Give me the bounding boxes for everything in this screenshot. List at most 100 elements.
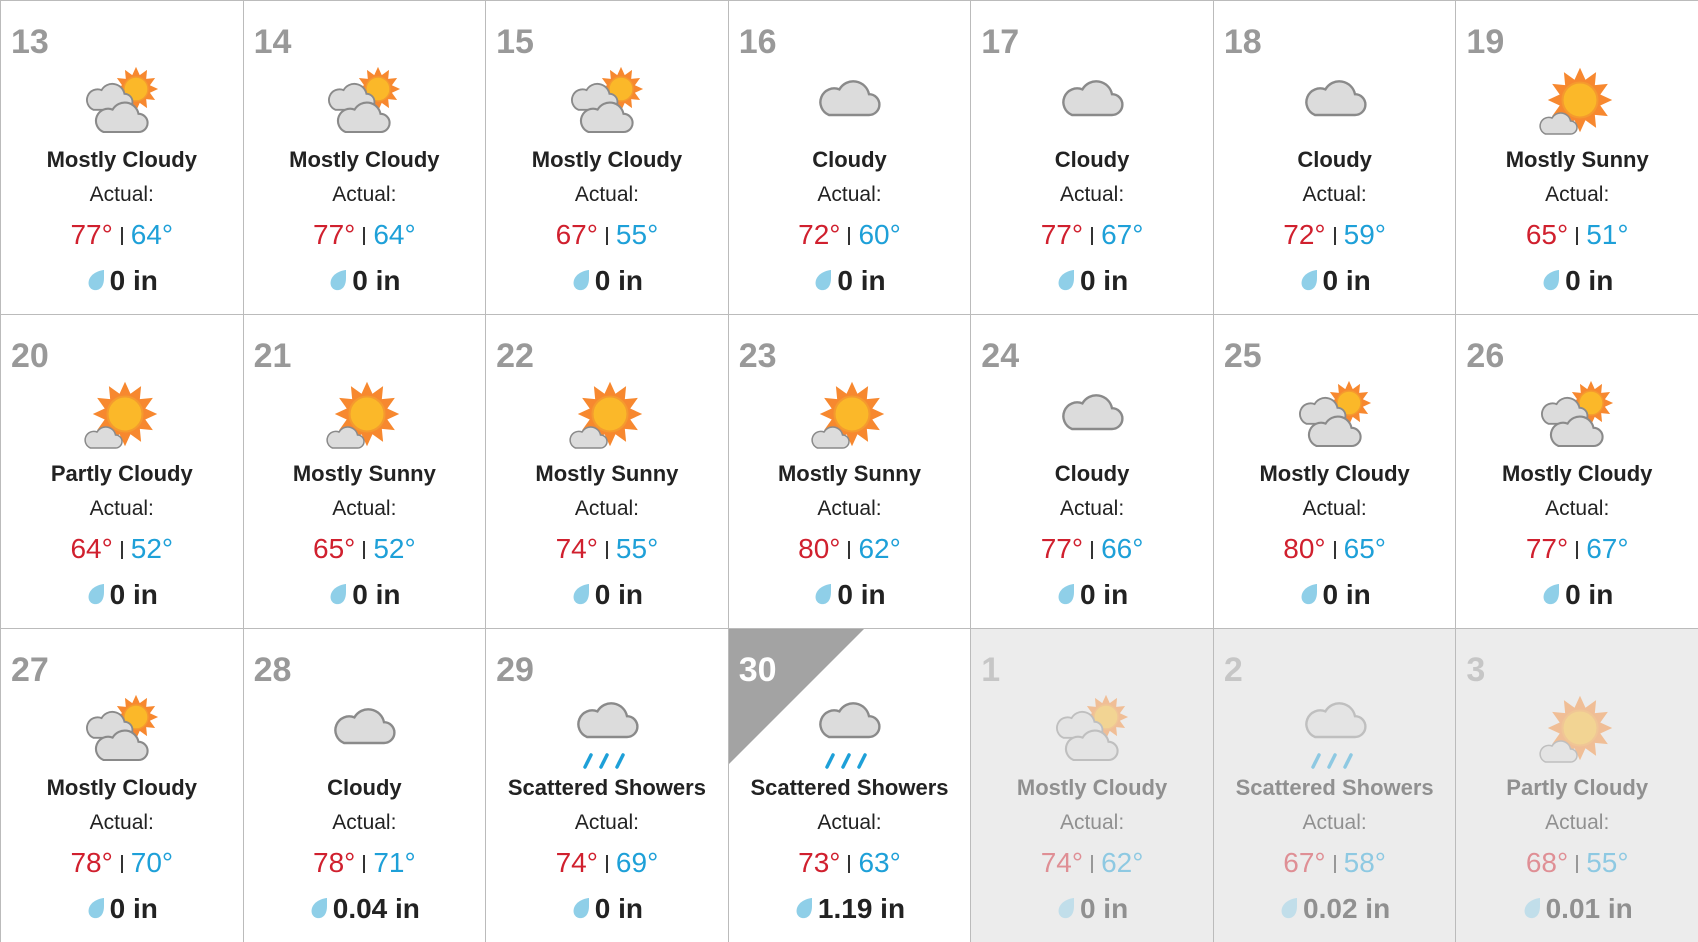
- high-temp: 67°: [555, 219, 598, 250]
- condition: Mostly Cloudy: [1016, 775, 1168, 800]
- separator: [1333, 541, 1336, 559]
- precip-value: 0 in: [1322, 579, 1371, 610]
- actual-label: Actual:: [574, 497, 640, 520]
- precipitation: 0 in: [486, 893, 728, 925]
- separator: [363, 855, 366, 873]
- day-number: 20: [11, 337, 49, 375]
- day-number: 15: [496, 23, 534, 61]
- precipitation: 0 in: [1, 265, 243, 297]
- day-number: 25: [1223, 337, 1262, 375]
- weather-icon: [326, 380, 401, 449]
- precip-value: 0.04 in: [332, 893, 420, 924]
- day-number: 19: [1466, 23, 1505, 61]
- actual-label: Actual:: [89, 183, 154, 206]
- drop-icon: [1301, 584, 1317, 605]
- precipitation: 0 in: [1, 893, 243, 925]
- day-number: 30: [738, 651, 777, 689]
- today-marker: [728, 629, 864, 764]
- drop-icon: [573, 270, 589, 291]
- condition: Mostly Sunny: [777, 461, 921, 486]
- temperatures: 80° 62°: [729, 533, 971, 565]
- high-temp: 77°: [313, 219, 356, 250]
- condition: Partly Cloudy: [1506, 775, 1649, 800]
- day-cell: 1 Mostly Cloudy Actual: 74° 62° 0 in: [970, 628, 1214, 942]
- precipitation: 0 in: [1214, 579, 1456, 611]
- temperatures: 77° 64°: [244, 219, 486, 251]
- separator: [1576, 227, 1579, 245]
- separator: [1333, 855, 1336, 873]
- high-temp: 78°: [313, 847, 356, 878]
- high-temp: 68°: [1525, 847, 1569, 878]
- actual-label: Actual:: [1545, 183, 1610, 206]
- low-temp: 64°: [373, 219, 416, 250]
- drop-icon: [330, 584, 347, 605]
- precip-value: 0 in: [1079, 893, 1129, 924]
- day-cell: 22 Mostly Sunny Actual: 74° 55° 0 in: [485, 314, 729, 629]
- low-temp: 51°: [1586, 219, 1629, 250]
- condition: Mostly Cloudy: [46, 147, 197, 172]
- low-temp: 63°: [858, 847, 901, 878]
- day-cell: 20 Partly Cloudy Actual: 64° 52° 0 in: [0, 314, 244, 629]
- temperatures: 74° 62°: [971, 847, 1213, 879]
- high-temp: 74°: [555, 847, 598, 878]
- drop-icon: [330, 270, 347, 291]
- drop-icon: [1301, 270, 1317, 291]
- high-temp: 72°: [798, 219, 841, 250]
- day-cell: 27 Mostly Cloudy Actual: 78° 70° 0 in: [0, 628, 244, 942]
- high-temp: 65°: [1525, 219, 1569, 250]
- high-temp: 65°: [313, 533, 356, 564]
- weather-icon: [84, 380, 159, 449]
- temperatures: 78° 71°: [244, 847, 486, 879]
- separator: [605, 227, 608, 245]
- weather-icon: [1539, 694, 1614, 763]
- day-number: 26: [1466, 337, 1505, 375]
- separator: [1091, 227, 1094, 245]
- condition: Mostly Cloudy: [1259, 461, 1410, 486]
- precip-value: 0 in: [352, 579, 401, 610]
- low-temp: 59°: [1343, 219, 1386, 250]
- day-number: 23: [738, 337, 777, 375]
- high-temp: 77°: [70, 219, 113, 250]
- high-temp: 80°: [1283, 533, 1326, 564]
- weather-icon: [570, 66, 644, 134]
- precip-value: 0 in: [594, 579, 644, 610]
- precipitation: 0 in: [971, 579, 1213, 611]
- separator: [120, 541, 123, 559]
- low-temp: 55°: [615, 533, 659, 564]
- precip-value: 0 in: [1565, 265, 1614, 296]
- weather-icon: [1304, 80, 1367, 117]
- actual-label: Actual:: [1302, 497, 1367, 520]
- low-temp: 62°: [858, 533, 901, 564]
- separator: [363, 227, 366, 245]
- low-temp: 62°: [1101, 847, 1144, 878]
- drop-icon: [1058, 584, 1074, 605]
- separator: [1333, 227, 1336, 245]
- low-temp: 69°: [615, 847, 659, 878]
- precipitation: 1.19 in: [729, 893, 971, 925]
- precipitation: 0 in: [486, 265, 728, 297]
- precip-value: 0 in: [1565, 579, 1614, 610]
- precip-value: 0 in: [594, 893, 644, 924]
- precipitation: 0 in: [729, 265, 971, 297]
- day-number: 24: [981, 337, 1020, 375]
- day-number: 16: [738, 23, 777, 61]
- actual-label: Actual:: [1545, 497, 1610, 520]
- weather-icon: [1062, 394, 1124, 431]
- day-cell: 13 Mostly Cloudy Actual: 77° 64° 0 in: [0, 0, 244, 315]
- day-number: 28: [253, 651, 292, 689]
- day-cell: 14 Mostly Cloudy Actual: 77° 64° 0 in: [242, 0, 487, 315]
- high-temp: 77°: [1525, 533, 1569, 564]
- precip-value: 0 in: [1322, 265, 1371, 296]
- drop-icon: [1058, 898, 1074, 919]
- day-number: 21: [253, 337, 292, 375]
- separator: [848, 855, 851, 873]
- day-cell: 25 Mostly Cloudy Actual: 80° 65° 0 in: [1212, 314, 1457, 629]
- day-cell: 19 Mostly Sunny Actual: 65° 51° 0 in: [1455, 0, 1698, 315]
- weather-icon: [85, 694, 159, 762]
- condition: Mostly Sunny: [292, 461, 436, 486]
- weather-icon: [577, 702, 639, 769]
- precipitation: 0 in: [971, 265, 1213, 297]
- high-temp: 74°: [1040, 847, 1084, 878]
- precip-value: 0 in: [109, 893, 158, 924]
- temperatures: 77° 64°: [1, 219, 243, 251]
